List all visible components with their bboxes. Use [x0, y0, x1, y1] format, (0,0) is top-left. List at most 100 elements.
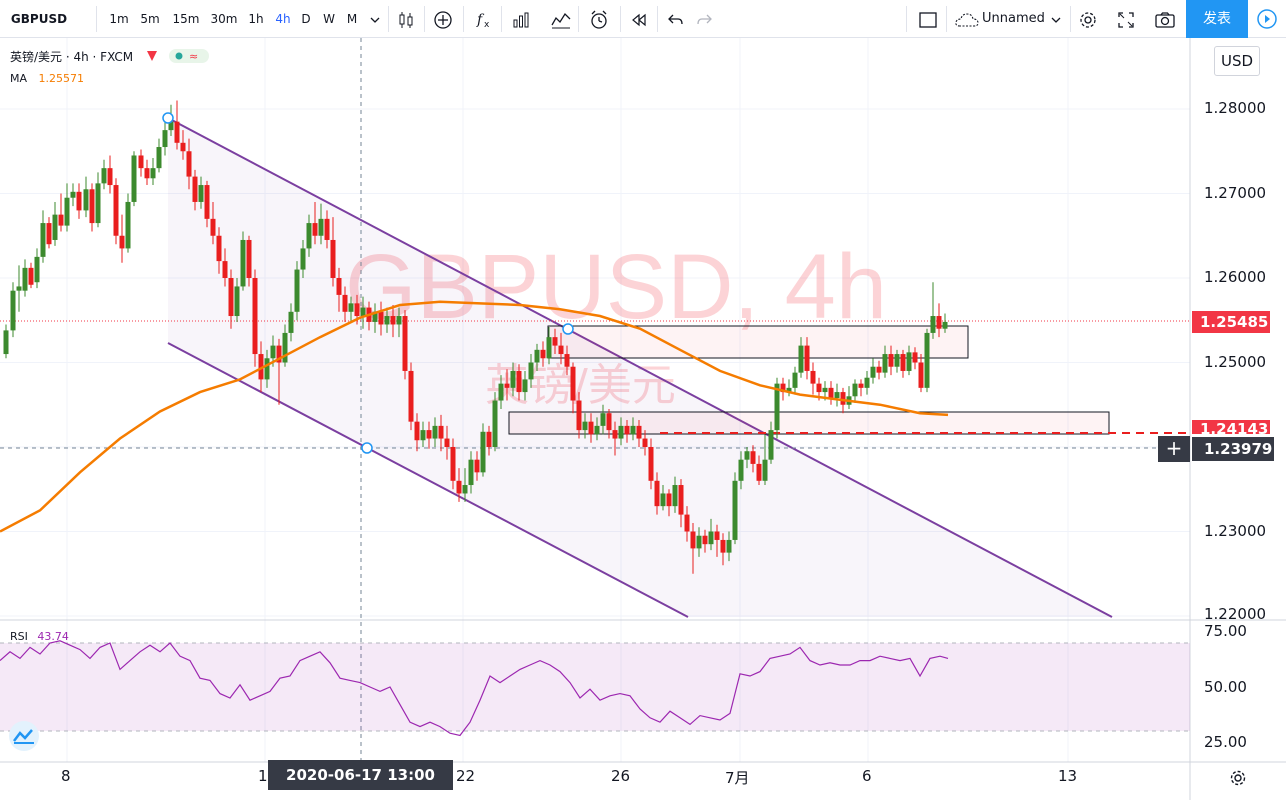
- rsi-legend: RSI 43.74: [10, 630, 69, 643]
- candle-body: [156, 147, 162, 169]
- candle-body: [276, 345, 282, 363]
- candle-body: [216, 235, 222, 262]
- price-tick: 1.22000: [1204, 605, 1267, 623]
- candle-body: [336, 278, 342, 295]
- candle-body: [125, 201, 131, 249]
- support-zone: [508, 411, 1110, 435]
- candle-body: [58, 214, 64, 226]
- chevron-down-icon[interactable]: [1047, 0, 1065, 38]
- publish-button[interactable]: 发表: [1186, 0, 1248, 38]
- candle-body: [786, 387, 792, 393]
- time-tick: 22: [456, 767, 476, 785]
- candle-body: [942, 321, 948, 329]
- rsi-label: RSI: [10, 630, 28, 643]
- replay-icon[interactable]: [628, 0, 650, 38]
- candle-body: [3, 330, 9, 355]
- candle-body: [150, 168, 156, 179]
- play-icon[interactable]: [1248, 0, 1286, 38]
- crosshair-time-label: 2020-06-17 13:00: [268, 760, 453, 790]
- candle-body: [702, 535, 708, 545]
- candle-body: [222, 261, 228, 278]
- alert-icon[interactable]: [588, 0, 610, 38]
- snapshot-icon[interactable]: [1153, 0, 1177, 38]
- interval-m[interactable]: M: [346, 12, 358, 26]
- symbol-search[interactable]: GBPUSD: [10, 12, 68, 26]
- candle-body: [726, 539, 732, 553]
- toolbar-divider: [424, 6, 425, 32]
- add-indicator-icon[interactable]: [432, 0, 454, 38]
- fullscreen-icon[interactable]: [1115, 0, 1137, 38]
- candle-body: [408, 370, 414, 422]
- candle-body: [606, 413, 612, 431]
- toolbar-divider: [578, 6, 579, 32]
- alert-price-label: 1.24143: [1192, 420, 1270, 434]
- candle-body: [252, 278, 258, 355]
- candle-body: [582, 421, 588, 431]
- bar-style-icon[interactable]: [395, 0, 417, 38]
- candle-body: [306, 223, 312, 249]
- candle-body: [144, 168, 150, 179]
- interval-15m[interactable]: 15m: [172, 12, 200, 26]
- candle-body: [834, 392, 840, 398]
- candle-body: [744, 451, 750, 460]
- rsi-tick: 25.00: [1204, 733, 1247, 751]
- candle-body: [738, 459, 744, 481]
- candle-body: [930, 316, 936, 333]
- market-status-icon: [145, 49, 159, 66]
- compare-icon[interactable]: [510, 0, 532, 38]
- candle-body: [240, 239, 246, 287]
- templates-icon[interactable]: [550, 0, 572, 38]
- interval-d[interactable]: D: [301, 12, 311, 26]
- interval-5m[interactable]: 5m: [140, 12, 160, 26]
- last-price-label: 1.25485: [1192, 311, 1270, 333]
- interval-30m[interactable]: 30m: [210, 12, 238, 26]
- candle-body: [318, 218, 324, 236]
- candle-body: [324, 218, 330, 240]
- toolbar-divider: [501, 6, 502, 32]
- candle-body: [636, 425, 642, 439]
- candle-body: [46, 223, 52, 245]
- candle-body: [828, 387, 834, 398]
- candle-body: [89, 189, 95, 224]
- interval-4h[interactable]: 4h: [275, 12, 291, 26]
- candle-body: [600, 413, 606, 426]
- candle-body: [672, 485, 678, 507]
- candle-body: [756, 463, 762, 481]
- toolbar-divider: [657, 6, 658, 32]
- candle-body: [162, 130, 168, 148]
- interval-1h[interactable]: 1h: [248, 12, 264, 26]
- undo-icon[interactable]: [665, 0, 687, 38]
- candle-body: [516, 370, 522, 393]
- gear-icon[interactable]: [1228, 768, 1248, 792]
- rsi-band: [0, 643, 1190, 731]
- ma-label: MA: [10, 72, 28, 85]
- candle-body: [28, 267, 34, 285]
- toolbar-divider: [906, 6, 907, 32]
- candle-body: [840, 392, 846, 405]
- layout-icon[interactable]: [917, 0, 939, 38]
- candle-body: [64, 197, 70, 226]
- add-order-button[interactable]: +: [1158, 436, 1190, 462]
- candle-body: [180, 142, 186, 152]
- currency-button[interactable]: USD: [1214, 46, 1260, 76]
- series-title: 英镑/美元 · 4h · FXCM: [10, 50, 134, 64]
- candle-body: [894, 354, 900, 367]
- candle-body: [384, 316, 390, 325]
- channel-lower-line: [167, 342, 689, 618]
- candle-body: [522, 379, 528, 393]
- tradingview-logo-icon[interactable]: [8, 720, 40, 756]
- candle-body: [852, 383, 858, 397]
- candle-body: [70, 191, 76, 198]
- interval-1m[interactable]: 1m: [109, 12, 129, 26]
- settings-icon[interactable]: [1077, 0, 1099, 38]
- candle-body: [432, 425, 438, 439]
- chevron-down-icon[interactable]: [366, 0, 384, 38]
- interval-w[interactable]: W: [323, 12, 335, 26]
- candle-body: [648, 447, 654, 481]
- rsi-tick: 75.00: [1204, 622, 1247, 640]
- redo-icon[interactable]: [693, 0, 715, 38]
- layout-name[interactable]: Unnamed: [982, 11, 1045, 26]
- candle-body: [119, 235, 125, 249]
